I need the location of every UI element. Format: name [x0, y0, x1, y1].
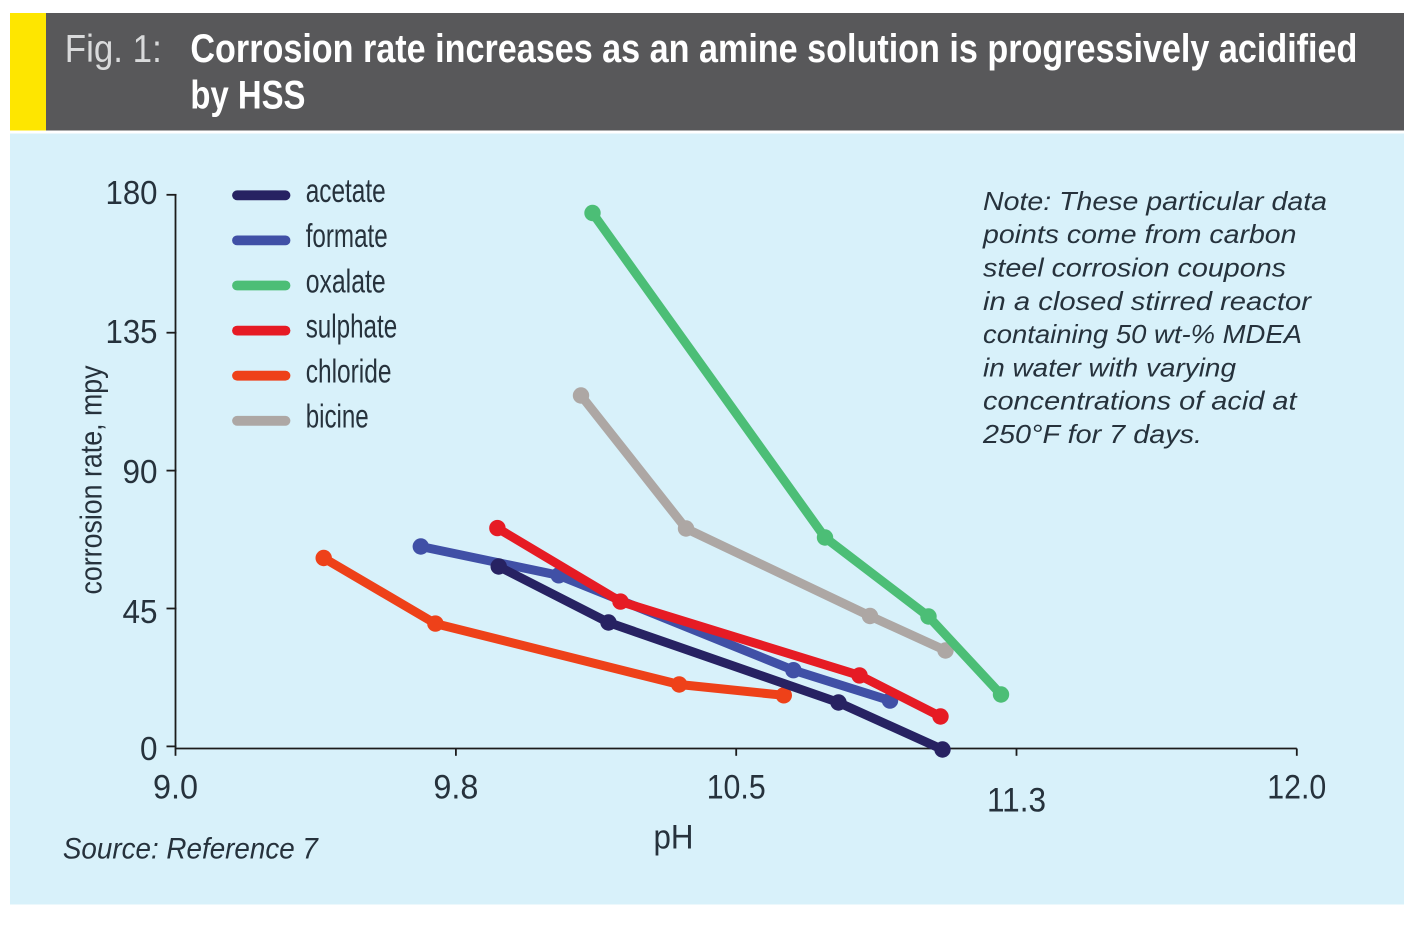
svg-text:oxalate: oxalate [306, 262, 386, 299]
svg-text:0: 0 [140, 730, 158, 767]
svg-text:containing 50 wt-% MDEA: containing 50 wt-% MDEA [983, 319, 1302, 349]
svg-text:11.3: 11.3 [987, 782, 1046, 820]
svg-text:250°F for 7 days.: 250°F for 7 days. [982, 419, 1202, 449]
svg-text:chloride: chloride [306, 353, 392, 390]
svg-text:9.8: 9.8 [433, 768, 478, 806]
svg-text:12.0: 12.0 [1267, 768, 1326, 806]
svg-text:45: 45 [123, 593, 158, 630]
svg-text:in a closed stirred reactor: in a closed stirred reactor [983, 286, 1313, 316]
svg-text:formate: formate [306, 217, 388, 254]
svg-text:Fig. 1:: Fig. 1: [65, 28, 162, 71]
svg-text:steel corrosion coupons: steel corrosion coupons [983, 253, 1286, 283]
svg-text:concentrations of acid at: concentrations of acid at [983, 386, 1298, 416]
svg-text:Source: Reference 7: Source: Reference 7 [63, 833, 319, 866]
svg-text:corrosion rate, mpy: corrosion rate, mpy [74, 365, 109, 594]
svg-text:180: 180 [106, 174, 158, 211]
svg-text:sulphate: sulphate [306, 307, 398, 344]
svg-text:90: 90 [123, 453, 158, 490]
svg-text:10.5: 10.5 [707, 768, 766, 806]
svg-text:Corrosion rate increases as an: Corrosion rate increases as an amine sol… [190, 27, 1357, 71]
svg-text:acetate: acetate [306, 172, 386, 209]
svg-text:bicine: bicine [306, 398, 369, 435]
svg-text:Note: These particular data: Note: These particular data [983, 186, 1327, 216]
svg-text:135: 135 [106, 313, 158, 350]
svg-text:by HSS: by HSS [190, 73, 305, 117]
svg-text:pH: pH [654, 818, 694, 856]
svg-text:in water with varying: in water with varying [983, 352, 1237, 382]
svg-text:points come from carbon: points come from carbon [982, 219, 1297, 249]
svg-text:9.0: 9.0 [153, 768, 198, 806]
